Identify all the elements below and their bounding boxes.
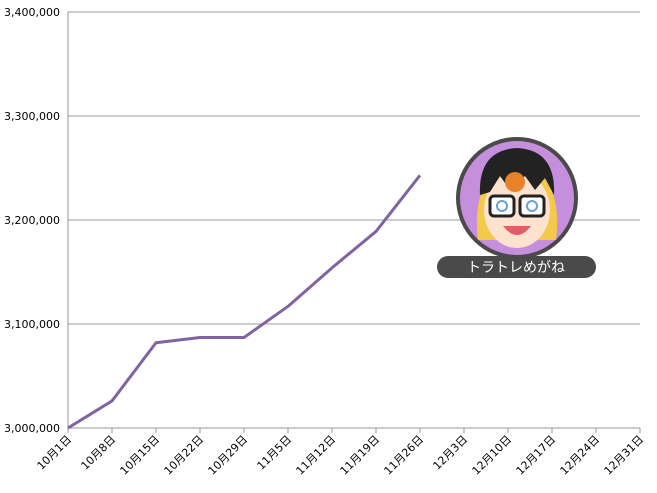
x-tick-label: 10月29日 [206, 433, 251, 478]
x-tick-label: 10月8日 [79, 433, 119, 473]
x-tick-label: 12月10日 [470, 433, 515, 478]
x-tick-label: 12月24日 [558, 433, 603, 478]
x-tick-label: 10月1日 [35, 433, 75, 473]
y-tick-label: 3,200,000 [4, 214, 60, 227]
y-tick-label: 3,400,000 [4, 6, 60, 19]
x-tick-label: 12月17日 [514, 433, 559, 478]
x-tick-label: 10月22日 [162, 433, 207, 478]
y-tick-label: 3,300,000 [4, 110, 60, 123]
badge-text: トラトレめがね [467, 260, 565, 276]
x-tick-label: 12月3日 [431, 433, 471, 473]
x-tick-label: 11月12日 [294, 433, 339, 478]
x-tick-label: 12月31日 [602, 433, 647, 478]
x-tick-label: 11月19日 [338, 433, 383, 478]
line-series [67, 174, 422, 430]
x-tick-label: 11月5日 [255, 433, 295, 473]
y-tick-label: 3,000,000 [4, 422, 60, 435]
y-tick-label: 3,100,000 [4, 318, 60, 331]
avatar: トラトレめがね [437, 137, 596, 278]
x-tick-label: 10月15日 [118, 433, 163, 478]
x-tick-label: 11月26日 [382, 433, 427, 478]
